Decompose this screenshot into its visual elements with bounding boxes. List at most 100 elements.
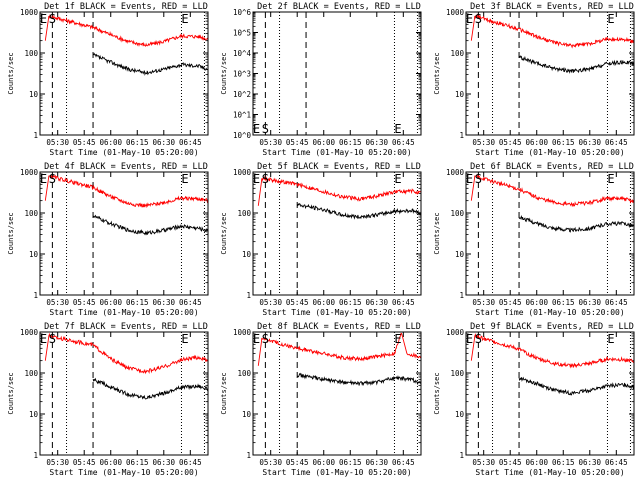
x-tick-label: 06:15 bbox=[126, 138, 149, 147]
saa-marker-label: S bbox=[475, 172, 482, 186]
eclipse-marker-label: E bbox=[466, 172, 473, 186]
eclipse-marker-label: E bbox=[181, 332, 188, 346]
eclipse-marker-label: E bbox=[40, 332, 47, 346]
saa-marker-label: S bbox=[475, 12, 482, 26]
x-tick-label: 06:45 bbox=[392, 138, 415, 147]
x-tick-label: 06:15 bbox=[126, 458, 149, 467]
lld-series-line bbox=[44, 14, 208, 47]
eclipse-marker-label: E bbox=[607, 12, 614, 26]
x-tick-label: 05:45 bbox=[499, 298, 522, 307]
plot-frame bbox=[465, 11, 635, 136]
y-tick-label: 10 bbox=[242, 410, 252, 419]
chart-panel: Det 1f BLACK = Events, RED = LLD Counts/s… bbox=[7, 2, 209, 157]
y-tick-label: 10 bbox=[455, 410, 465, 419]
x-tick-label: 06:15 bbox=[552, 458, 575, 467]
x-axis-label: Start Time (01-May-10 05:20:00) bbox=[262, 468, 411, 477]
eclipse-marker-label: E bbox=[181, 172, 188, 186]
saa-marker-label: S bbox=[475, 332, 482, 346]
eclipse-marker-label: E bbox=[607, 332, 614, 346]
x-tick-label: 05:45 bbox=[286, 298, 309, 307]
y-tick-label: 10^0 bbox=[233, 131, 252, 140]
plot-frame bbox=[39, 171, 209, 296]
chart-panel: Det 9f BLACK = Events, RED = LLD Counts/s… bbox=[433, 322, 635, 477]
chart-panel: Det 4f BLACK = Events, RED = LLD Counts/s… bbox=[7, 162, 209, 317]
x-tick-label: 06:45 bbox=[605, 298, 628, 307]
chart-title: Det 6f BLACK = Events, RED = LLD bbox=[470, 162, 634, 172]
x-tick-label: 06:15 bbox=[126, 298, 149, 307]
series-group bbox=[470, 333, 634, 396]
y-tick-label: 100 bbox=[237, 209, 251, 218]
y-tick-label: 1 bbox=[459, 131, 464, 140]
chart-title: Det 1f BLACK = Events, RED = LLD bbox=[44, 2, 208, 12]
x-tick-label: 06:00 bbox=[525, 138, 548, 147]
plot-frame bbox=[39, 331, 209, 456]
saa-marker-label: S bbox=[49, 332, 56, 346]
x-tick-label: 06:30 bbox=[366, 138, 389, 147]
lld-series-line bbox=[470, 13, 634, 49]
x-tick-label: 06:00 bbox=[312, 138, 335, 147]
y-tick-label: 1000 bbox=[446, 8, 465, 17]
x-tick-label: 06:45 bbox=[392, 458, 415, 467]
y-tick-label: 100 bbox=[24, 209, 38, 218]
y-tick-label: 100 bbox=[450, 369, 464, 378]
eclipse-marker-label: E bbox=[466, 12, 473, 26]
y-tick-label: 1000 bbox=[233, 328, 252, 337]
y-tick-label: 10^3 bbox=[233, 70, 251, 79]
y-tick-label: 1 bbox=[246, 291, 251, 300]
x-tick-label: 06:30 bbox=[366, 298, 389, 307]
x-tick-label: 06:15 bbox=[339, 458, 362, 467]
y-tick-label: 1000 bbox=[20, 168, 39, 177]
lld-series-line bbox=[257, 332, 421, 366]
x-tick-label: 05:45 bbox=[499, 138, 522, 147]
y-tick-label: 1 bbox=[33, 131, 38, 140]
x-tick-label: 06:00 bbox=[312, 298, 335, 307]
x-tick-label: 05:30 bbox=[46, 458, 69, 467]
x-tick-label: 05:30 bbox=[259, 138, 282, 147]
eclipse-marker-label: E bbox=[253, 122, 260, 136]
x-tick-label: 05:45 bbox=[73, 298, 96, 307]
chart-panel: Det 8f BLACK = Events, RED = LLD Counts/s… bbox=[220, 322, 422, 477]
chart-panel: Det 5f BLACK = Events, RED = LLD Counts/s… bbox=[220, 162, 422, 317]
y-tick-label: 10^6 bbox=[233, 8, 252, 17]
x-tick-label: 06:15 bbox=[552, 138, 575, 147]
events-series-line bbox=[92, 377, 208, 400]
x-tick-label: 06:15 bbox=[339, 298, 362, 307]
x-axis-label: Start Time (01-May-10 05:20:00) bbox=[49, 308, 198, 317]
y-axis-label: Counts/sec bbox=[7, 212, 15, 254]
plot-frame bbox=[39, 11, 209, 136]
eclipse-marker-label: E bbox=[40, 172, 47, 186]
y-axis-label: Counts/sec bbox=[220, 52, 228, 94]
events-series-line bbox=[518, 55, 634, 74]
saa-marker-label: S bbox=[262, 122, 269, 136]
chart-title: Det 5f BLACK = Events, RED = LLD bbox=[257, 162, 421, 172]
events-series-line bbox=[92, 52, 208, 76]
y-tick-label: 1000 bbox=[20, 8, 39, 17]
x-tick-label: 05:30 bbox=[472, 298, 495, 307]
series-group bbox=[257, 175, 421, 220]
y-tick-label: 10 bbox=[242, 250, 252, 259]
plot-frame bbox=[252, 11, 422, 136]
y-tick-label: 10^1 bbox=[233, 111, 251, 120]
saa-marker-label: S bbox=[262, 332, 269, 346]
y-tick-label: 100 bbox=[450, 49, 464, 58]
plot-frame bbox=[465, 331, 635, 456]
chart-title: Det 4f BLACK = Events, RED = LLD bbox=[44, 162, 208, 172]
y-tick-label: 1 bbox=[459, 291, 464, 300]
x-tick-label: 05:30 bbox=[46, 298, 69, 307]
chart-panel: Det 2f BLACK = Events, RED = LLD Counts/s… bbox=[220, 2, 422, 157]
x-tick-label: 06:00 bbox=[99, 458, 122, 467]
x-tick-label: 06:45 bbox=[605, 458, 628, 467]
x-tick-label: 06:00 bbox=[312, 458, 335, 467]
y-tick-label: 10 bbox=[29, 90, 39, 99]
eclipse-marker-label: E bbox=[607, 172, 614, 186]
series-group bbox=[470, 174, 634, 233]
saa-marker-label: S bbox=[49, 12, 56, 26]
chart-title: Det 8f BLACK = Events, RED = LLD bbox=[257, 322, 421, 332]
x-tick-label: 06:30 bbox=[579, 138, 602, 147]
series-group bbox=[44, 174, 208, 236]
y-tick-label: 100 bbox=[24, 369, 38, 378]
x-tick-label: 06:45 bbox=[179, 138, 202, 147]
x-tick-label: 06:30 bbox=[153, 298, 176, 307]
series-group bbox=[257, 332, 421, 387]
y-tick-label: 1 bbox=[459, 451, 464, 460]
